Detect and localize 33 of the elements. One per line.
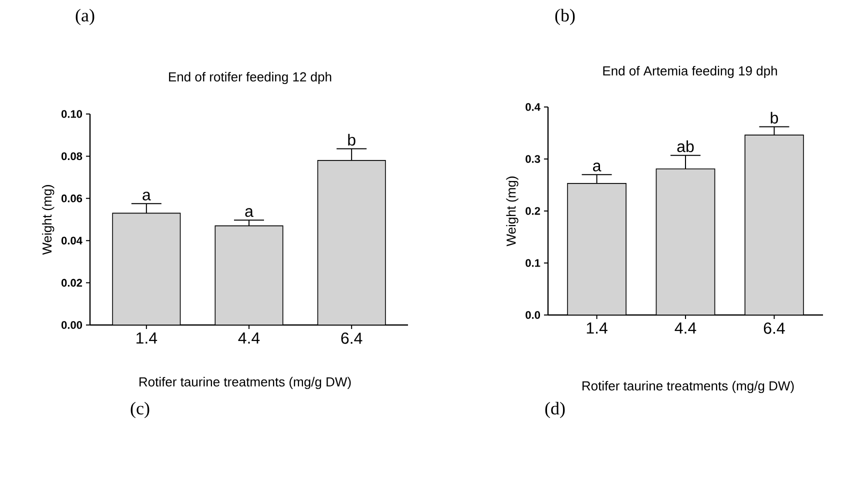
y-tick-label: 0.08 — [62, 152, 82, 160]
x-tick-label: 6.4 — [341, 332, 362, 344]
annotation: ab — [677, 140, 694, 152]
x-tick-label: 1.4 — [586, 322, 608, 334]
annotation: a — [245, 208, 254, 217]
x-axis-title: Rotifer taurine treatments (mg/g DW) — [140, 376, 351, 390]
annotation: a — [142, 192, 151, 200]
x-tick-label: 4.4 — [238, 332, 260, 344]
text: (c) — [130, 402, 150, 418]
x-tick-label: 4.4 — [674, 322, 696, 334]
text: (d) — [545, 402, 565, 418]
y-tick-label: 0.00 — [62, 321, 82, 329]
annotation: b — [770, 112, 778, 124]
text: (b) — [555, 8, 575, 26]
y-tick-label: 0.0 — [526, 311, 540, 319]
y-axis-title: Weight (mg) — [506, 176, 518, 246]
chart-title: End of Artemia feeding 19 dph — [603, 66, 777, 78]
x-tick-label: 1.4 — [136, 332, 158, 344]
y-tick-label: 0.1 — [526, 259, 540, 267]
y-tick-label: 0.04 — [62, 236, 82, 244]
y-tick-label: 0.3 — [526, 155, 540, 163]
annotation: b — [348, 134, 356, 146]
y-axis-title: Weight (mg) — [42, 185, 54, 255]
y-tick-label: 0.2 — [526, 207, 540, 215]
text: (a) — [76, 8, 94, 26]
y-tick-label: 0.10 — [62, 110, 82, 118]
x-axis-title: Rotifer taurine treatments (mg/g DW) — [582, 380, 794, 394]
y-tick-label: 0.06 — [62, 194, 82, 202]
y-tick-label: 0.4 — [526, 103, 540, 111]
annotation: a — [593, 162, 602, 172]
y-tick-label: 0.02 — [62, 278, 82, 287]
x-tick-label: 6.4 — [764, 322, 785, 334]
chart-title: End of rotifer feeding 12 dph — [169, 72, 332, 84]
